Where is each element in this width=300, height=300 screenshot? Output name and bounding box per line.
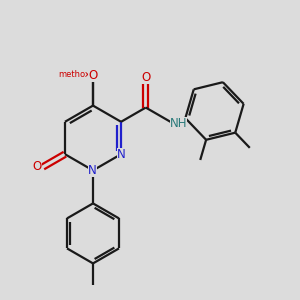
Text: methoxy: methoxy [58, 70, 95, 79]
Text: N: N [117, 148, 126, 161]
Text: O: O [88, 68, 98, 81]
Text: O: O [33, 160, 42, 173]
Text: O: O [141, 71, 150, 84]
Text: O: O [88, 69, 98, 82]
Text: NH: NH [170, 117, 187, 130]
Text: N: N [88, 164, 97, 177]
